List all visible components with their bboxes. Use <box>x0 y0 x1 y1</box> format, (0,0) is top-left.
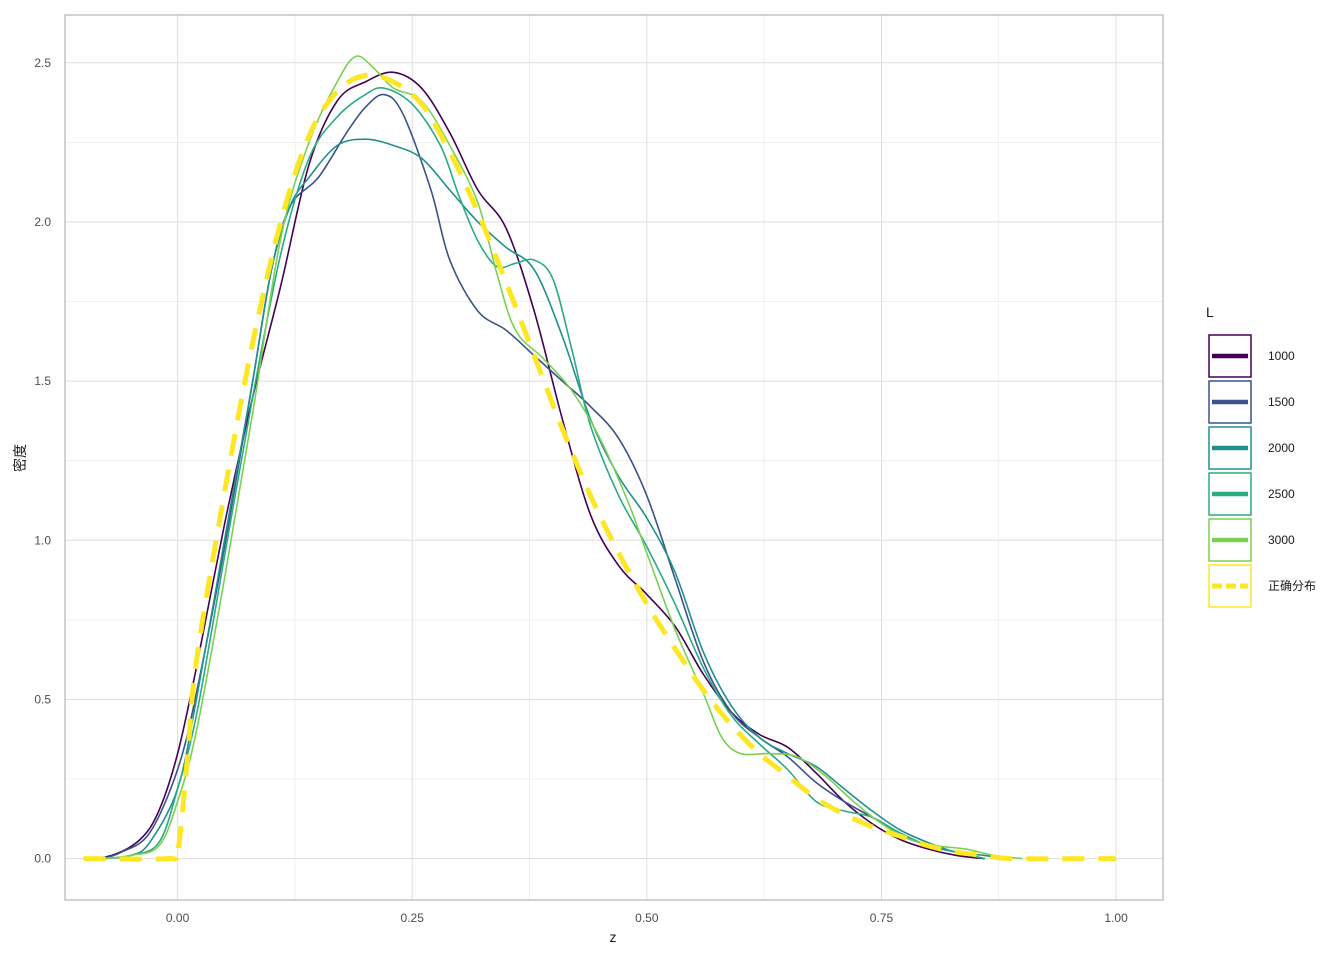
y-tick-label: 0.5 <box>34 692 51 706</box>
x-tick-label: 0.25 <box>401 911 425 925</box>
legend-label: 1000 <box>1268 349 1295 363</box>
y-tick-label: 1.0 <box>34 533 51 547</box>
y-tick-label: 1.5 <box>34 374 51 388</box>
legend: L 1000 1500 2000 2500 3000 正确分布 <box>1206 304 1316 608</box>
x-tick-label: 0.75 <box>870 911 894 925</box>
x-tick-label: 0.50 <box>635 911 659 925</box>
legend-label: 2000 <box>1268 441 1295 455</box>
series-line-1500 <box>102 93 985 860</box>
y-tick-label: 0.0 <box>34 852 51 866</box>
legend-title: L <box>1206 304 1214 320</box>
series-line-2500 <box>102 87 985 860</box>
x-tick-label: 1.00 <box>1104 911 1128 925</box>
y-tick-label: 2.5 <box>34 56 51 70</box>
y-tick-label: 2.0 <box>34 215 51 229</box>
panel-border <box>64 14 1164 901</box>
series-line-3000 <box>102 55 1023 860</box>
series-line-1000 <box>83 71 985 860</box>
y-axis-title: 密度 <box>12 444 28 472</box>
plot-area: 0.00 0.25 0.50 0.75 1.00 0.0 0.5 1.0 1.5 2.0 2.5 <box>34 14 1164 925</box>
legend-label: 3000 <box>1268 533 1295 547</box>
series-line-2000 <box>102 138 1004 860</box>
series-line-正确分布 <box>83 72 1117 864</box>
x-axis-title: z <box>610 929 617 945</box>
legend-label: 1500 <box>1268 395 1295 409</box>
legend-label: 2500 <box>1268 487 1295 501</box>
x-tick-label: 0.00 <box>166 911 190 925</box>
legend-label: 正确分布 <box>1268 579 1316 593</box>
